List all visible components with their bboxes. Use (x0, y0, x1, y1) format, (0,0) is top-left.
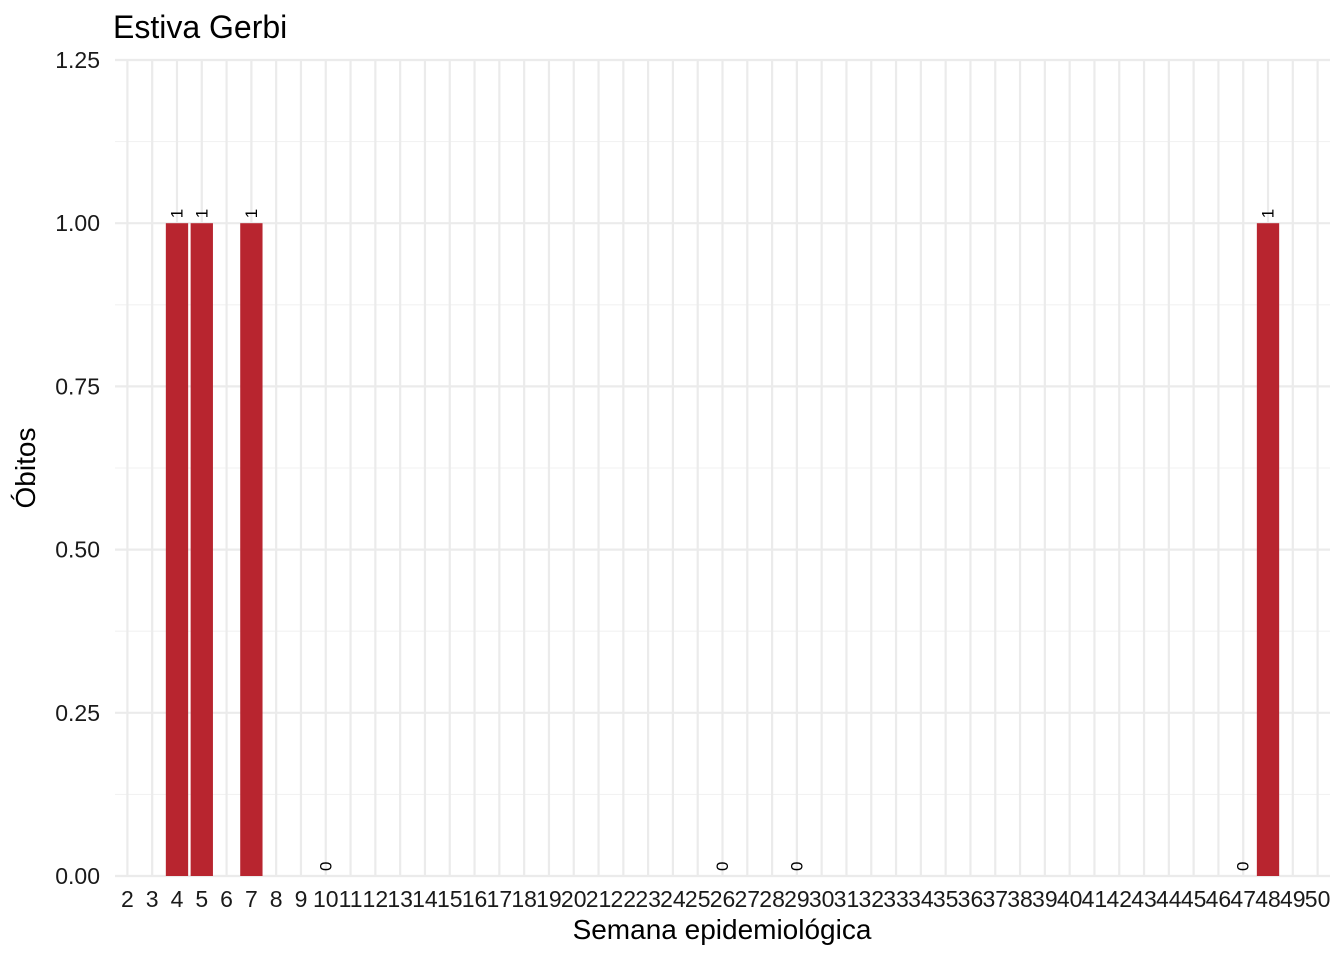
x-tick-label: 31 (834, 886, 860, 912)
x-tick-label: 15 (437, 886, 463, 912)
x-tick-label: 46 (1206, 886, 1232, 912)
grid-lines (115, 58, 1330, 878)
x-tick-label: 26 (710, 886, 736, 912)
x-tick-label: 34 (908, 886, 934, 912)
bar-label: 1 (1259, 209, 1278, 218)
x-tick-label: 25 (685, 886, 711, 912)
bar (165, 223, 189, 876)
x-tick-label: 22 (611, 886, 637, 912)
x-tick-label: 47 (1230, 886, 1256, 912)
y-tick-label: 0.50 (55, 537, 100, 563)
bar-label: 0 (316, 862, 335, 871)
y-tick-label: 0.25 (55, 700, 100, 726)
x-tick-label: 35 (933, 886, 959, 912)
bar (1256, 223, 1280, 876)
x-tick-label: 10 (313, 886, 339, 912)
x-tick-label: 33 (883, 886, 909, 912)
x-tick-label: 37 (982, 886, 1008, 912)
x-tick-label: 45 (1181, 886, 1207, 912)
x-tick-label: 18 (511, 886, 537, 912)
y-axis-ticks: 0.00 0.25 0.50 0.75 1.00 1.25 (55, 47, 100, 889)
x-tick-label: 43 (1131, 886, 1157, 912)
x-tick-label: 20 (561, 886, 587, 912)
x-tick-label: 30 (809, 886, 835, 912)
chart-title: Estiva Gerbi (113, 9, 287, 45)
y-tick-label: 1.25 (55, 47, 100, 73)
x-tick-label: 27 (734, 886, 760, 912)
x-tick-label: 7 (245, 886, 258, 912)
bar-label: 0 (713, 862, 732, 871)
x-tick-label: 28 (759, 886, 785, 912)
x-tick-label: 41 (1082, 886, 1108, 912)
y-tick-label: 0.00 (55, 863, 100, 889)
x-tick-label: 14 (412, 886, 438, 912)
x-axis-ticks: 2 3 4 5 6 7 8 9 10 11 12 13 14 15 16 17 18 19 20 21 22 23 24 25… (121, 886, 1330, 912)
x-tick-label: 36 (958, 886, 984, 912)
x-tick-label: 9 (295, 886, 308, 912)
bar-labels: 1 1 10 0 0 01 (167, 209, 1277, 871)
x-tick-label: 3 (146, 886, 159, 912)
x-tick-label: 49 (1280, 886, 1306, 912)
bar-label: 1 (242, 209, 261, 218)
x-tick-label: 19 (536, 886, 562, 912)
bar (190, 223, 213, 876)
x-tick-label: 24 (660, 886, 686, 912)
x-tick-label: 21 (586, 886, 612, 912)
bar (240, 223, 263, 876)
x-tick-label: 5 (195, 886, 208, 912)
x-tick-label: 2 (121, 886, 134, 912)
x-tick-label: 6 (220, 886, 233, 912)
x-tick-label: 12 (363, 886, 389, 912)
x-tick-label: 39 (1032, 886, 1058, 912)
x-tick-label: 23 (635, 886, 661, 912)
x-tick-label: 29 (784, 886, 810, 912)
x-tick-label: 44 (1156, 886, 1182, 912)
x-tick-label: 38 (1007, 886, 1033, 912)
x-tick-label: 13 (387, 886, 413, 912)
x-tick-label: 11 (339, 886, 363, 912)
bar-label: 1 (192, 209, 211, 218)
x-axis-label: Semana epidemiológica (573, 914, 872, 945)
y-axis-label: Óbitos (10, 428, 41, 509)
y-tick-label: 1.00 (55, 210, 100, 236)
bar-label: 0 (787, 862, 806, 871)
x-tick-label: 17 (487, 886, 513, 912)
x-tick-label: 4 (171, 886, 184, 912)
bar-label: 0 (1234, 862, 1253, 871)
x-tick-label: 48 (1255, 886, 1281, 912)
x-tick-label: 32 (858, 886, 884, 912)
x-tick-label: 16 (462, 886, 488, 912)
x-tick-label: 8 (270, 886, 283, 912)
x-tick-label: 42 (1106, 886, 1132, 912)
x-tick-label: 40 (1057, 886, 1083, 912)
bar-label: 1 (167, 209, 186, 218)
x-tick-label: 50 (1305, 886, 1331, 912)
y-tick-label: 0.75 (55, 373, 100, 399)
bars (165, 223, 1280, 876)
